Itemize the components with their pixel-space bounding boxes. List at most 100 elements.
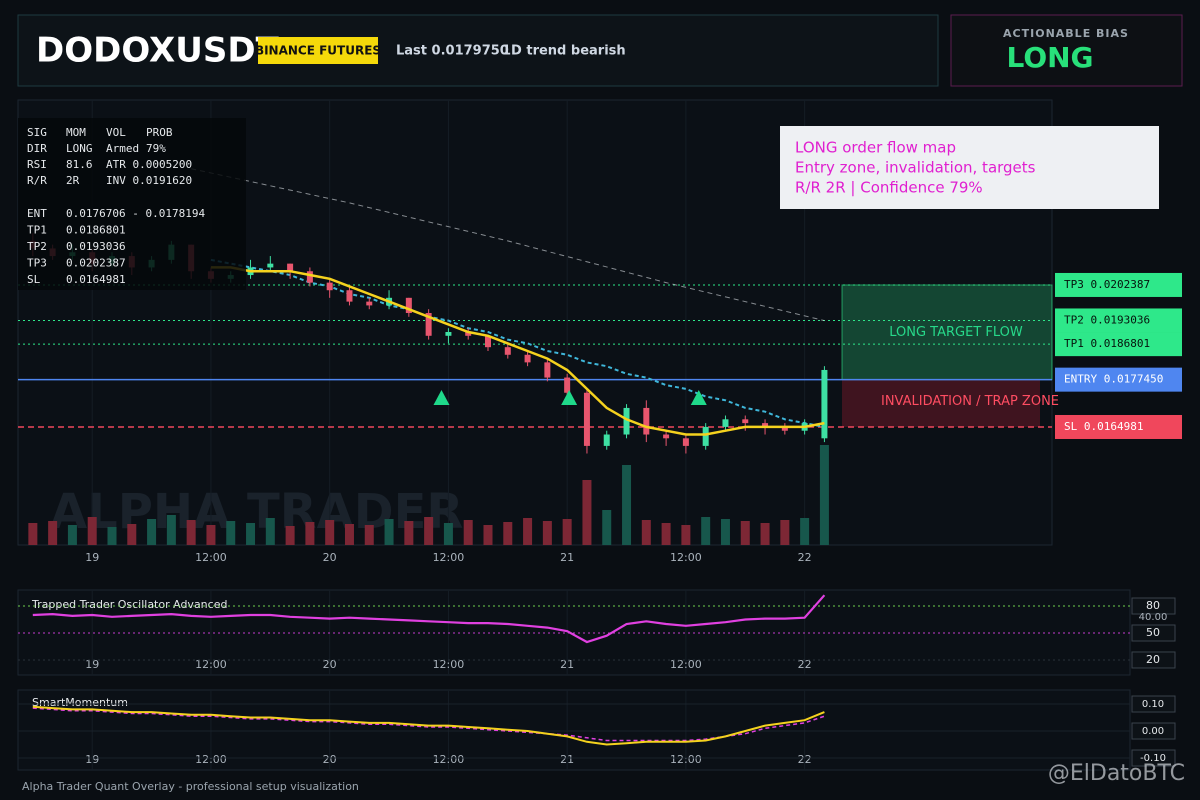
x-tick-label: 19 [85, 551, 99, 564]
value-label: 40.00 [1139, 612, 1168, 623]
candle-body [564, 377, 571, 393]
candle-body [583, 392, 590, 446]
info-box [780, 126, 1159, 209]
candle-body [346, 290, 353, 302]
stats-cell: INV 0.0191620 [106, 174, 192, 187]
stats-cell: 2R [66, 174, 80, 187]
last-price: Last 0.0179750 [396, 44, 509, 59]
volume-bar [305, 522, 315, 545]
stats-cell: 0.0164981 [66, 273, 126, 286]
x-tick-label: 22 [798, 658, 812, 671]
volume-bar [424, 517, 434, 545]
level-tag [1055, 308, 1182, 333]
stats-cell: VOL [106, 126, 126, 139]
trend: 1D trend bearish [502, 44, 626, 59]
stats-cell: LONG [66, 142, 93, 155]
x-tick-label: 20 [323, 753, 337, 766]
tick-box [1131, 722, 1176, 740]
candle-body [267, 263, 274, 268]
candle-body [682, 438, 689, 446]
candle-body [544, 362, 551, 378]
volume-bar [364, 525, 374, 545]
x-tick-label: 12:00 [670, 753, 702, 766]
level-tag [1055, 272, 1182, 297]
candle-body [326, 282, 333, 291]
panel-title: Trapped Trader Oscillator Advanced [31, 598, 227, 611]
candle-body [405, 297, 412, 314]
level-tag [1055, 367, 1182, 392]
footer: Alpha Trader Quant Overlay - professiona… [22, 780, 359, 793]
x-tick-label: 21 [560, 753, 574, 766]
badge-bg [258, 37, 378, 64]
x-tick-label: 12:00 [433, 658, 465, 671]
volume-bar [780, 520, 790, 545]
x-tick-label: 20 [323, 658, 337, 671]
stats-cell: RSI [27, 158, 47, 171]
target-zone [841, 284, 1053, 381]
candle-body [762, 423, 769, 427]
info-line: LONG order flow map [795, 139, 956, 157]
volume-bar [681, 525, 691, 545]
stats-cell: 0.0202387 [66, 257, 126, 270]
stats-cell: TP1 [27, 224, 47, 237]
candle-body [425, 313, 432, 336]
ma-fast [210, 266, 825, 436]
stats-cell: TP2 [27, 240, 47, 253]
info-line: Entry zone, invalidation, targets [795, 159, 1036, 177]
volume-bar [641, 520, 651, 545]
volume-bar [760, 523, 770, 545]
signal-marker [433, 390, 450, 406]
panel-title: SmartMomentum [32, 696, 128, 709]
x-tick-label: 21 [560, 658, 574, 671]
volume-bar [523, 518, 533, 545]
volume-bar [404, 521, 414, 545]
info: LONG order flow map Entry zone, invalidat… [795, 139, 1036, 197]
candle-body [722, 419, 729, 427]
volume-bar [661, 523, 671, 545]
stats-cell: 0.0176706 - 0.0178194 [66, 207, 205, 220]
y-tick-label: 0.10 [1142, 699, 1164, 710]
volume-bar [28, 523, 38, 545]
volume-bar [483, 525, 493, 545]
volume-bar [819, 445, 829, 545]
volume-bar [582, 480, 592, 545]
stats-cell: 79% [146, 142, 166, 155]
trap-zone [842, 379, 1040, 427]
volume-bar [186, 520, 196, 545]
x-tick-label: 12:00 [433, 551, 465, 564]
candle-body [781, 426, 788, 431]
candle-body [603, 434, 610, 446]
watermark: ALPHA TRADER [50, 484, 463, 540]
momentum-panel [17, 689, 1131, 771]
stats-cell: Armed [106, 142, 139, 155]
momentum: 19 12:00 20 12:00 21 12:00 22 SmartMomentum 0.10… [18, 690, 1176, 770]
oscillator-line [32, 594, 826, 644]
stats-cell: SIG [27, 126, 47, 139]
bias-box [950, 14, 1183, 87]
candle-body [366, 301, 373, 306]
volume-bar [622, 465, 632, 545]
x-tick-label: 12:00 [195, 753, 227, 766]
volume-bar [463, 520, 473, 545]
zone-label: LONG TARGET FLOW [889, 325, 1023, 340]
ma-mid [210, 258, 825, 428]
candle-body [524, 354, 531, 363]
info-line: R/R 2R | Confidence 79% [795, 179, 983, 197]
y-tick-label: 80 [1146, 599, 1160, 612]
volume-bar [503, 522, 513, 545]
volume-bar [166, 515, 176, 545]
candle-body [702, 426, 709, 446]
momentum-line [32, 705, 825, 746]
volume-bar [246, 523, 256, 545]
x-tick-label: 12:00 [670, 551, 702, 564]
tick-box [1131, 651, 1176, 669]
candle-body [742, 419, 749, 424]
volume-bar [740, 521, 750, 545]
volume-bar [443, 523, 453, 545]
volume-bar [720, 519, 730, 545]
level-tag [1055, 414, 1182, 439]
stats-cell: MOM [66, 126, 86, 139]
stats: SIG MOM VOL PROB DIR LONG Armed 79% RSI 81.6 ATR 0… [27, 126, 205, 286]
tick-box [1131, 695, 1176, 713]
